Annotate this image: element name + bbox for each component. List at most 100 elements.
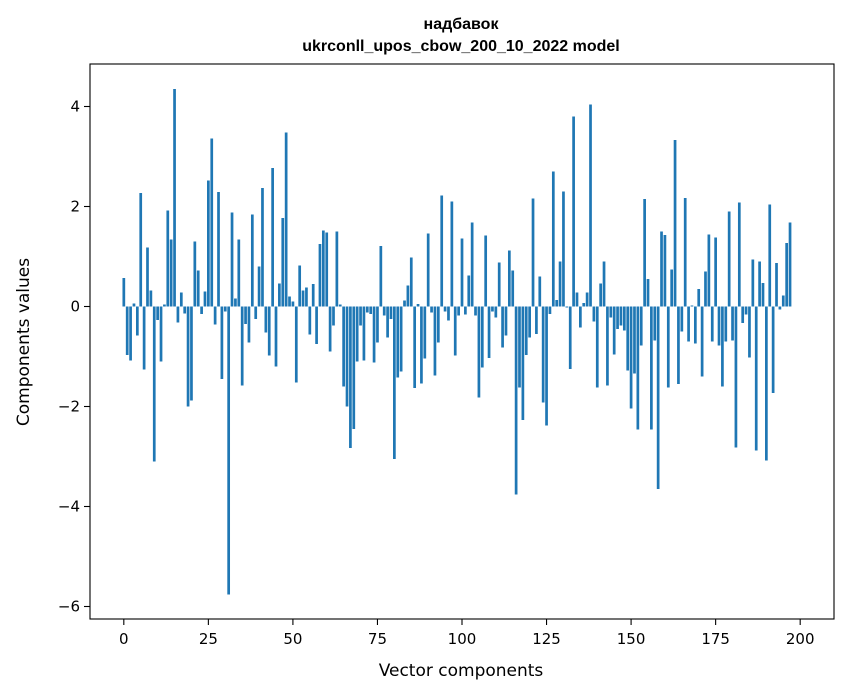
bar-83 xyxy=(403,300,406,307)
bar-31 xyxy=(227,306,231,595)
bar-86 xyxy=(413,306,417,388)
bar-140 xyxy=(595,306,599,388)
bar-162 xyxy=(670,269,674,307)
x-tick-label-1: 25 xyxy=(199,630,218,648)
bar-159 xyxy=(660,231,663,307)
bar-177 xyxy=(721,306,724,387)
bar-60 xyxy=(325,232,329,307)
bar-85 xyxy=(409,257,413,307)
bar-41 xyxy=(261,188,264,307)
y-axis-ticks: −6 −4 −2 0 2 4 xyxy=(58,98,90,616)
bar-171 xyxy=(700,306,704,377)
bar-10 xyxy=(156,306,159,320)
bar-4 xyxy=(135,306,139,336)
bar-113 xyxy=(504,306,508,336)
bar-157 xyxy=(653,306,657,341)
bar-88 xyxy=(420,306,423,384)
bar-47 xyxy=(281,218,285,307)
bar-125 xyxy=(545,306,548,426)
bar-43 xyxy=(267,306,271,356)
bar-120 xyxy=(528,306,531,338)
bar-16 xyxy=(176,306,180,323)
bar-36 xyxy=(244,306,247,324)
bar-139 xyxy=(592,306,596,322)
y-axis-label: Components values xyxy=(14,258,34,426)
bar-97 xyxy=(450,201,454,307)
bar-114 xyxy=(507,250,511,307)
bar-169 xyxy=(693,306,697,344)
bar-64 xyxy=(338,304,342,307)
bar-77 xyxy=(382,306,386,316)
bar-108 xyxy=(487,306,491,358)
bar-38 xyxy=(250,214,254,307)
bar-40 xyxy=(257,266,261,307)
bar-20 xyxy=(190,306,193,401)
bar-51 xyxy=(294,306,298,383)
bar-110 xyxy=(494,306,498,318)
bar-176 xyxy=(717,306,721,346)
bar-182 xyxy=(737,202,741,307)
bar-67 xyxy=(349,306,352,448)
bar-26 xyxy=(210,138,214,307)
bar-121 xyxy=(531,198,535,307)
bar-116 xyxy=(514,306,518,495)
bar-5 xyxy=(139,193,143,307)
bar-186 xyxy=(751,259,755,307)
bar-78 xyxy=(386,306,389,338)
bar-45 xyxy=(274,306,278,367)
bar-63 xyxy=(335,231,339,307)
bar-136 xyxy=(582,303,586,307)
bar-145 xyxy=(612,306,616,355)
bar-155 xyxy=(646,279,650,307)
bar-59 xyxy=(321,230,325,307)
bar-42 xyxy=(264,306,268,333)
bar-54 xyxy=(305,287,308,307)
x-axis-label: Vector components xyxy=(379,661,544,681)
bar-1 xyxy=(125,306,129,355)
bar-69 xyxy=(355,306,359,362)
bar-197 xyxy=(788,222,792,307)
bar-137 xyxy=(585,292,589,307)
bar-103 xyxy=(470,222,474,307)
bar-133 xyxy=(572,116,575,307)
bar-134 xyxy=(575,292,579,307)
bar-84 xyxy=(406,285,410,307)
bar-37 xyxy=(247,306,251,343)
bar-81 xyxy=(396,306,400,378)
bar-93 xyxy=(436,306,440,343)
bar-170 xyxy=(697,289,701,307)
bar-105 xyxy=(477,306,481,398)
bar-187 xyxy=(754,306,758,451)
bar-129 xyxy=(558,261,562,307)
x-tick-label-6: 150 xyxy=(617,630,646,648)
bar-184 xyxy=(744,306,748,315)
bar-107 xyxy=(484,235,488,307)
bar-65 xyxy=(342,306,345,387)
bar-194 xyxy=(778,306,782,310)
bar-49 xyxy=(288,296,291,307)
bar-72 xyxy=(365,306,369,313)
bar-34 xyxy=(237,239,241,307)
bar-24 xyxy=(203,291,207,307)
bar-142 xyxy=(602,261,606,307)
bar-123 xyxy=(538,276,542,307)
y-tick-label-2: −2 xyxy=(58,398,80,416)
bar-94 xyxy=(440,195,444,307)
bar-17 xyxy=(179,292,183,307)
bar-189 xyxy=(761,283,765,307)
bar-27 xyxy=(213,306,217,325)
bar-161 xyxy=(666,306,670,388)
bar-190 xyxy=(765,306,768,461)
bar-87 xyxy=(416,304,420,307)
bar-144 xyxy=(609,306,613,318)
bar-185 xyxy=(748,306,751,358)
bar-9 xyxy=(152,306,156,462)
bar-101 xyxy=(464,306,467,315)
bar-21 xyxy=(193,241,197,307)
bar-68 xyxy=(352,306,356,429)
bar-153 xyxy=(639,306,643,346)
bar-74 xyxy=(372,306,376,363)
bar-163 xyxy=(673,140,677,307)
bar-188 xyxy=(758,261,761,307)
